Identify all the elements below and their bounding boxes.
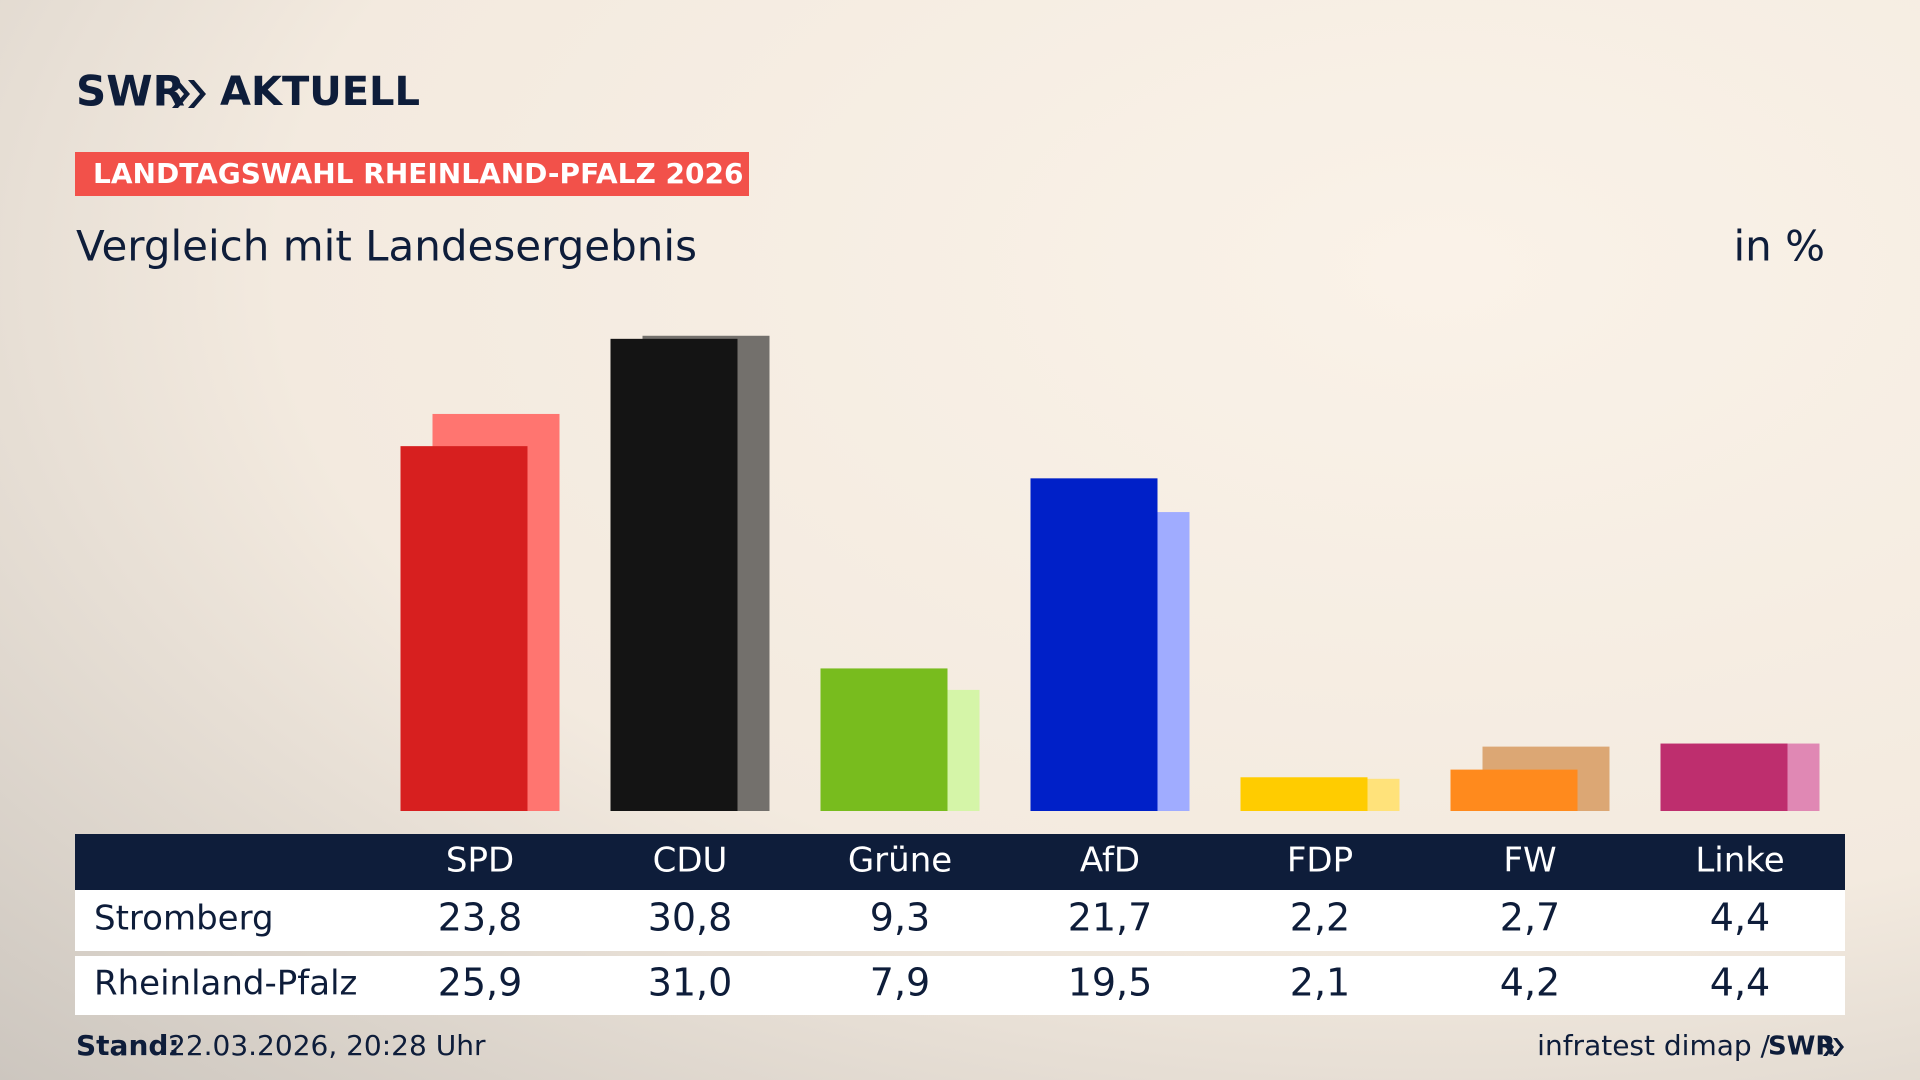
footer-label: Stand: [76,1029,180,1062]
brand-name: SWR [76,67,185,116]
brand-product: AKTUELL [220,69,420,115]
chart-title: Vergleich mit Landesergebnis [76,222,697,271]
value-cell: 2,1 [1290,961,1350,1005]
bar [1660,743,1788,811]
unit-label: in % [1733,222,1825,271]
table-row [75,890,1845,951]
value-cell: 2,7 [1500,896,1560,940]
column-header: Linke [1695,841,1784,881]
bar [1030,478,1158,811]
column-header: SPD [446,841,514,881]
column-header: FW [1503,841,1556,881]
value-cell: 25,9 [438,961,523,1005]
footer-brand: SWR [1768,1032,1835,1062]
brand-chevrons [172,80,206,108]
value-cell: 23,8 [438,896,523,940]
bar [610,338,738,811]
value-cell: 31,0 [648,961,733,1005]
bar [1240,777,1368,811]
value-cell: 9,3 [870,896,930,940]
value-cell: 2,2 [1290,896,1350,940]
column-header: CDU [653,841,728,881]
bar [400,446,528,811]
footer-source: infratest dimap / [1537,1029,1770,1062]
column-header: FDP [1287,841,1353,881]
value-cell: 19,5 [1068,961,1153,1005]
column-header: AfD [1080,841,1140,881]
tag-box [75,152,749,196]
footer-date: 22.03.2026, 20:28 Uhr [168,1029,486,1062]
value-cell: 21,7 [1068,896,1153,940]
value-cell: 4,4 [1710,896,1770,940]
column-header: Grüne [848,841,952,881]
bar [1450,769,1578,811]
row-label: Stromberg [94,899,274,939]
table-row [75,956,1845,1015]
value-cell: 7,9 [870,961,930,1005]
bar [820,668,948,811]
value-cell: 4,4 [1710,961,1770,1005]
table-header [75,834,1845,890]
value-cell: 4,2 [1500,961,1560,1005]
row-label: Rheinland-Pfalz [94,964,357,1004]
value-cell: 30,8 [648,896,733,940]
footer-chevrons [1823,1038,1844,1056]
tag-text: LANDTAGSWAHL RHEINLAND-PFALZ 2026 [93,157,743,190]
